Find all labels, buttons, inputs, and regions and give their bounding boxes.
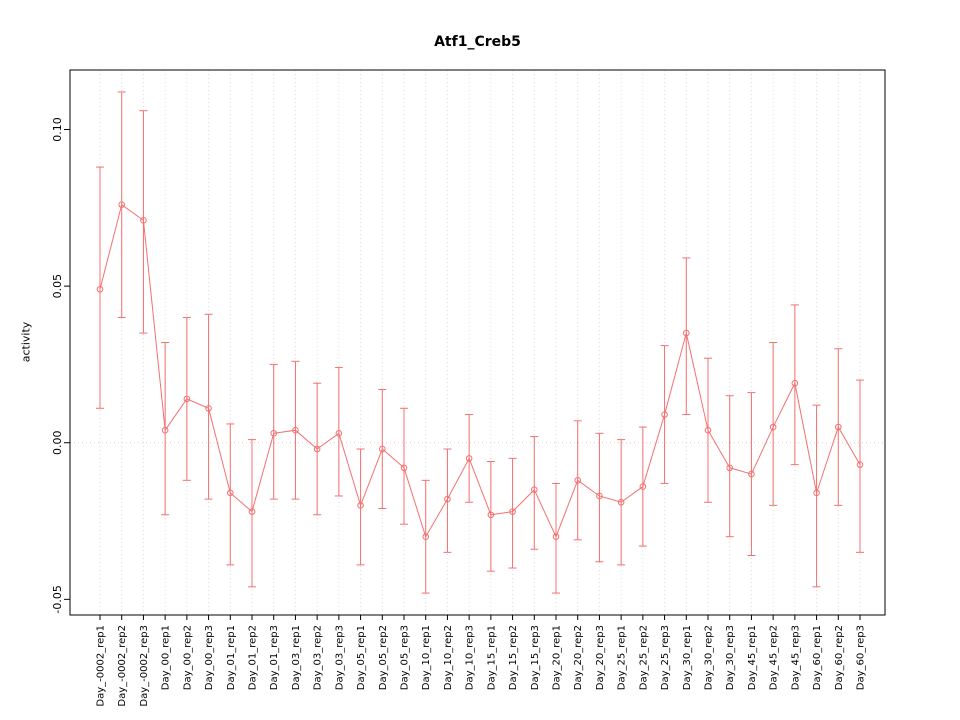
svg-text:Day_00_rep3: Day_00_rep3 xyxy=(204,625,215,690)
svg-text:Day_05_rep2: Day_05_rep2 xyxy=(378,625,389,690)
svg-text:Day_60_rep3: Day_60_rep3 xyxy=(856,625,867,690)
chart-title: Atf1_Creb5 xyxy=(434,34,521,50)
svg-text:Day_10_rep2: Day_10_rep2 xyxy=(443,625,454,690)
svg-text:Day_10_rep1: Day_10_rep1 xyxy=(421,625,432,690)
svg-text:Day_03_rep3: Day_03_rep3 xyxy=(334,625,345,690)
svg-text:0.00: 0.00 xyxy=(51,430,64,455)
svg-text:Day_-0002_rep2: Day_-0002_rep2 xyxy=(117,625,128,707)
svg-text:Day_00_rep2: Day_00_rep2 xyxy=(182,625,193,690)
svg-text:Day_-0002_rep1: Day_-0002_rep1 xyxy=(96,625,107,707)
plot-box xyxy=(69,69,886,616)
svg-text:Day_30_rep1: Day_30_rep1 xyxy=(682,625,693,690)
svg-text:Day_45_rep3: Day_45_rep3 xyxy=(790,625,801,690)
svg-text:Day_15_rep1: Day_15_rep1 xyxy=(486,625,497,690)
svg-text:Day_20_rep3: Day_20_rep3 xyxy=(595,625,606,690)
svg-text:Day_25_rep2: Day_25_rep2 xyxy=(638,625,649,690)
x-axis: Day_-0002_rep1 Day_-0002_rep2 Day_-0002_re… xyxy=(96,615,867,707)
svg-text:Day_03_rep1: Day_03_rep1 xyxy=(291,625,302,690)
gridlines xyxy=(99,70,861,615)
svg-text:Day_15_rep2: Day_15_rep2 xyxy=(508,625,519,690)
svg-text:Day_30_rep2: Day_30_rep2 xyxy=(704,625,715,690)
svg-text:Day_20_rep1: Day_20_rep1 xyxy=(552,625,563,690)
data-points xyxy=(96,201,864,540)
svg-text:Day_25_rep3: Day_25_rep3 xyxy=(660,625,671,690)
svg-text:Day_03_rep2: Day_03_rep2 xyxy=(313,625,324,690)
svg-text:Day_60_rep1: Day_60_rep1 xyxy=(812,625,823,690)
svg-text:Day_01_rep2: Day_01_rep2 xyxy=(248,625,259,690)
svg-text:Day_05_rep3: Day_05_rep3 xyxy=(400,625,411,690)
svg-text:Day_45_rep1: Day_45_rep1 xyxy=(747,625,758,690)
svg-text:Day_01_rep1: Day_01_rep1 xyxy=(226,625,237,690)
svg-text:Day_25_rep1: Day_25_rep1 xyxy=(617,625,628,690)
y-axis: -0.05 0.00 0.05 0.10 xyxy=(51,117,70,614)
svg-text:0.10: 0.10 xyxy=(51,117,64,142)
svg-text:Day_-0002_rep3: Day_-0002_rep3 xyxy=(139,625,150,707)
svg-text:Day_05_rep1: Day_05_rep1 xyxy=(356,625,367,690)
svg-text:Day_45_rep2: Day_45_rep2 xyxy=(769,625,780,690)
svg-text:0.05: 0.05 xyxy=(51,274,64,299)
svg-text:Day_15_rep3: Day_15_rep3 xyxy=(530,625,541,690)
svg-text:Day_20_rep2: Day_20_rep2 xyxy=(573,625,584,690)
svg-text:Day_60_rep2: Day_60_rep2 xyxy=(834,625,845,690)
svg-text:-0.05: -0.05 xyxy=(51,585,64,613)
error-bars xyxy=(96,91,864,594)
svg-text:Day_10_rep3: Day_10_rep3 xyxy=(465,625,476,690)
svg-text:Day_30_rep3: Day_30_rep3 xyxy=(725,625,736,690)
svg-text:Day_01_rep3: Day_01_rep3 xyxy=(269,625,280,690)
series-line xyxy=(99,203,861,538)
svg-text:Day_00_rep1: Day_00_rep1 xyxy=(161,625,172,690)
